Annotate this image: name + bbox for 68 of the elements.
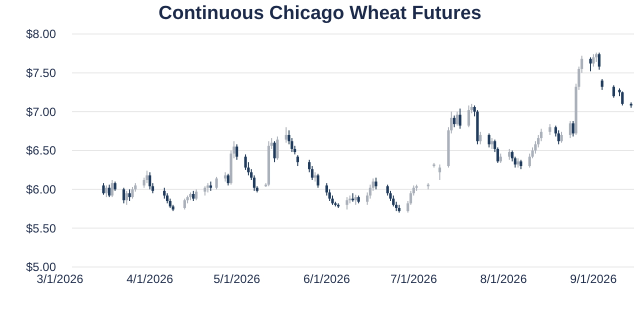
x-tick-label: 6/1/2026 <box>303 272 350 286</box>
candlestick <box>499 153 502 164</box>
candlestick <box>209 181 212 192</box>
candlestick <box>163 187 166 200</box>
candlestick <box>192 190 195 202</box>
candlestick <box>392 195 395 207</box>
candlestick <box>215 176 218 190</box>
x-tick-label: 4/1/2026 <box>126 272 174 286</box>
y-tick-label: $6.00 <box>26 182 56 197</box>
candlestick <box>516 158 520 168</box>
candlestick <box>508 148 511 160</box>
candlestick <box>108 184 111 198</box>
candlestick <box>592 54 595 68</box>
candlestick <box>128 188 131 202</box>
candlestick <box>438 164 442 181</box>
candlestick <box>467 104 470 128</box>
candlestick <box>488 132 490 148</box>
candlestick <box>452 115 456 128</box>
x-tick-label: 9/1/2026 <box>570 272 618 286</box>
y-tick-label: $5.00 <box>26 260 56 274</box>
candlestick <box>572 120 574 138</box>
candlestick <box>354 194 357 206</box>
candlestick <box>490 138 494 150</box>
x-tick-label: 8/1/2026 <box>480 272 528 286</box>
candlestick <box>557 130 560 145</box>
y-tick-label: $5.50 <box>26 221 56 236</box>
candlestick <box>374 177 378 190</box>
candlestick <box>224 172 227 182</box>
candlestick <box>122 187 126 204</box>
candlestick <box>589 56 592 72</box>
candlestick <box>276 136 279 160</box>
y-tick-label: $8.00 <box>26 27 56 42</box>
y-tick-label: $6.50 <box>26 144 56 158</box>
candlestick <box>568 120 572 139</box>
x-tick-label: 5/1/2026 <box>213 272 261 286</box>
candlestick <box>131 186 134 200</box>
y-tick-label: $7.00 <box>26 104 56 119</box>
candlestick <box>458 108 462 130</box>
x-tick-label: 3/1/2026 <box>36 272 84 286</box>
candlestick <box>621 90 624 106</box>
candlestick <box>110 180 114 198</box>
x-tick-label: 7/1/2026 <box>390 272 438 286</box>
y-tick-label: $7.50 <box>26 66 56 80</box>
candlestick <box>600 78 604 90</box>
candlestick <box>479 131 482 145</box>
candlestick <box>296 154 300 167</box>
candlestick <box>595 52 598 62</box>
candlestick <box>183 198 186 210</box>
candlestick <box>102 182 105 196</box>
candlestick <box>548 124 552 136</box>
chart-title: Continuous Chicago Wheat Futures <box>158 3 482 24</box>
candlestick <box>598 52 601 70</box>
candlestick <box>273 140 276 163</box>
candlestick <box>226 173 230 186</box>
candlestick <box>114 181 116 192</box>
candlestick <box>146 170 148 184</box>
candlestick <box>206 182 210 193</box>
candlestick <box>612 84 616 98</box>
candlestick <box>560 131 563 144</box>
candlestick <box>194 188 198 201</box>
candlestick <box>456 111 458 126</box>
candlestick <box>236 144 238 160</box>
candlestick <box>284 126 288 144</box>
candlestick <box>520 159 522 170</box>
candlestick <box>125 190 128 206</box>
candlestick <box>346 196 348 210</box>
candlestick <box>148 172 152 190</box>
candlestick <box>316 173 320 188</box>
